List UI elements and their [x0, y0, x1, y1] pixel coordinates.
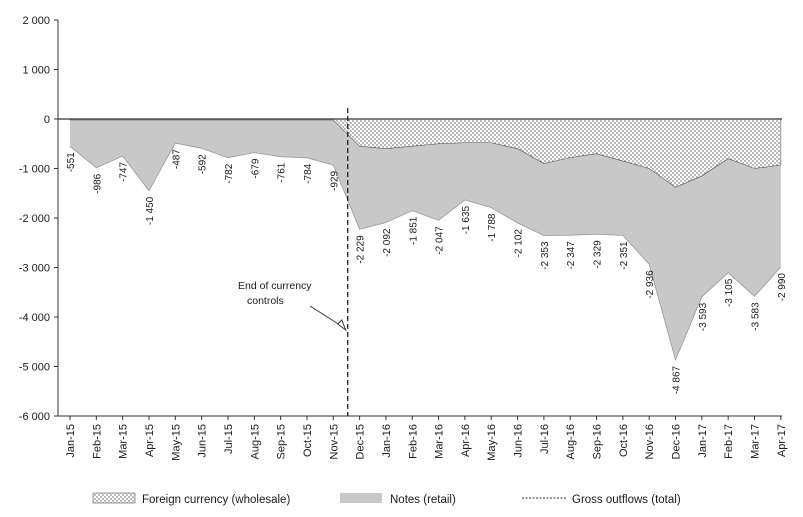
data-label: -2 347	[566, 241, 577, 270]
x-tick-label: Mar-15	[118, 424, 130, 459]
data-label: -2 047	[435, 226, 446, 255]
data-label: -2 990	[777, 273, 788, 302]
y-tick-label: -1 000	[19, 164, 50, 176]
data-label: -1 851	[408, 216, 419, 245]
y-tick-label: -5 000	[19, 362, 50, 374]
data-label: -3 593	[698, 302, 709, 331]
legend: Foreign currency (wholesale) Notes (reta…	[92, 492, 681, 506]
x-tick-label: May-16	[486, 424, 498, 461]
x-tick-label: Feb-15	[91, 424, 103, 459]
x-tick-label: Apr-17	[776, 424, 788, 457]
series-notes-retail-area	[70, 119, 781, 360]
x-tick-label: Jun-16	[513, 424, 525, 458]
data-label: -487	[171, 149, 182, 169]
data-label: -747	[119, 162, 130, 182]
data-label: -782	[224, 163, 235, 183]
data-label: -2 329	[593, 240, 604, 269]
x-tick-label: Feb-17	[723, 424, 735, 459]
data-label: -761	[277, 162, 288, 182]
x-tick-label: Apr-15	[144, 424, 156, 457]
legend-label-foreign: Foreign currency (wholesale)	[142, 494, 290, 506]
data-label: -1 635	[461, 205, 472, 234]
y-tick-label: 1 000	[22, 65, 50, 77]
data-label: -1 450	[145, 196, 156, 225]
x-tick-label: Jan-17	[697, 424, 709, 458]
x-tick-label: Feb-16	[407, 424, 419, 459]
x-tick-label: Mar-16	[434, 424, 446, 459]
series-foreign-currency-area	[69, 118, 782, 188]
x-tick-label: Dec-16	[671, 424, 683, 459]
legend-label-total: Gross outflows (total)	[572, 494, 681, 506]
data-label: -784	[303, 163, 314, 183]
annotation-arrowhead	[336, 319, 347, 332]
data-label: -592	[198, 154, 209, 174]
data-label: -4 867	[672, 365, 683, 394]
data-label: -929	[329, 171, 340, 191]
y-tick-label: 0	[44, 114, 50, 126]
data-label: -2 092	[382, 228, 393, 257]
data-label: -3 105	[724, 278, 735, 307]
x-tick-label: Nov-15	[328, 424, 340, 459]
x-tick-label: Jan-15	[65, 424, 77, 458]
y-tick-label: -6 000	[19, 411, 50, 423]
x-tick-label: Apr-16	[460, 424, 472, 457]
x-tick-label: Aug-15	[249, 424, 261, 459]
annotation-line-2: controls	[247, 295, 284, 307]
x-tick-label: May-15	[170, 424, 182, 461]
legend-swatch-notes	[340, 493, 382, 503]
annotation-line-1: End of currency	[238, 280, 312, 292]
y-tick-label: -2 000	[19, 213, 50, 225]
y-tick-label: -3 000	[19, 263, 50, 275]
data-label: -551	[66, 152, 77, 172]
y-tick-label: -4 000	[19, 312, 50, 324]
data-label: -1 788	[487, 213, 498, 242]
x-tick-label: Mar-17	[750, 424, 762, 459]
data-label: -679	[250, 158, 261, 178]
data-label: -2 351	[619, 241, 630, 270]
data-label: -2 102	[514, 229, 525, 258]
x-tick-label: Oct-15	[302, 424, 314, 457]
x-tick-label: Jan-16	[381, 424, 393, 458]
x-tick-label: Sep-16	[592, 424, 604, 459]
data-label: -2 229	[356, 235, 367, 264]
x-tick-label: Jul-16	[539, 424, 551, 454]
x-tick-label: Nov-16	[644, 424, 656, 459]
x-tick-label: Oct-16	[618, 424, 630, 457]
x-tick-label: Jun-15	[197, 424, 209, 458]
x-tick-label: Aug-16	[565, 424, 577, 459]
plot-area: 2 000 1 000 0 -1 000 -2 000 -3 000 -4 000 -5 00…	[19, 15, 788, 461]
data-label: -3 583	[751, 302, 762, 331]
series-gross-outflows-line	[69, 142, 782, 362]
y-tick-label: 2 000	[22, 15, 50, 27]
data-label: -2 936	[645, 270, 656, 299]
legend-label-notes: Notes (retail)	[390, 494, 456, 506]
x-tick-label: Jul-15	[223, 424, 235, 454]
data-label: -986	[92, 173, 103, 193]
annotation: End of currency controls	[238, 280, 312, 307]
x-tick-label: Dec-15	[355, 424, 367, 459]
legend-swatch-foreign	[92, 492, 136, 504]
x-tick-label: Sep-15	[276, 424, 288, 459]
data-label: -2 353	[540, 241, 551, 270]
